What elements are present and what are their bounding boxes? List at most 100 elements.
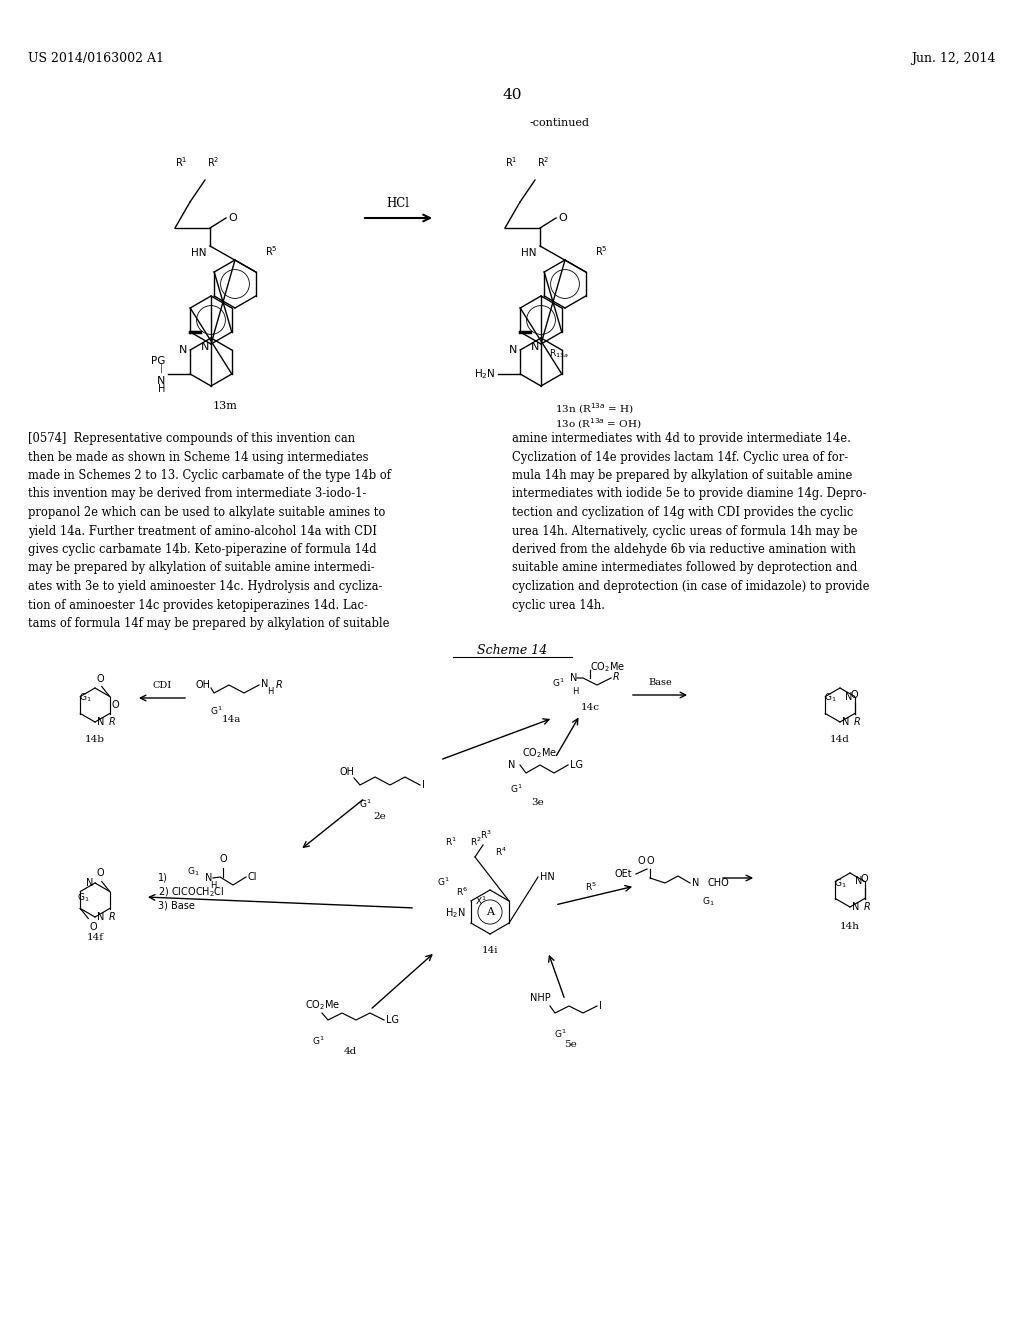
Text: 14i: 14i	[481, 946, 499, 954]
Text: R: R	[854, 717, 861, 727]
Text: N: N	[205, 873, 212, 883]
Text: US 2014/0163002 A1: US 2014/0163002 A1	[28, 51, 164, 65]
Text: -continued: -continued	[530, 117, 590, 128]
Text: O: O	[97, 869, 104, 879]
Text: O: O	[228, 213, 237, 223]
Text: 13m: 13m	[213, 401, 238, 411]
Text: R$^6$: R$^6$	[456, 886, 468, 898]
Text: O: O	[851, 690, 858, 701]
Text: OEt: OEt	[614, 869, 632, 879]
Text: 14b: 14b	[85, 735, 105, 744]
Text: I: I	[422, 780, 425, 789]
Text: R$^3$: R$^3$	[480, 829, 492, 841]
Text: O: O	[637, 855, 645, 866]
Text: HN: HN	[191, 248, 207, 257]
Text: R$^1$: R$^1$	[445, 836, 457, 849]
Text: O: O	[558, 213, 566, 223]
Text: 14c: 14c	[581, 704, 599, 711]
Text: G$^1$: G$^1$	[437, 875, 450, 888]
Text: 14f: 14f	[86, 933, 103, 942]
Text: R: R	[109, 717, 116, 727]
Text: G$^1$: G$^1$	[554, 1028, 566, 1040]
Text: R$^2$: R$^2$	[537, 154, 550, 169]
Text: G$_1$: G$_1$	[702, 895, 715, 908]
Text: CO$_2$Me: CO$_2$Me	[590, 660, 625, 675]
Text: R$^1$: R$^1$	[174, 154, 187, 169]
Text: N: N	[842, 717, 849, 727]
Text: G$^1$: G$^1$	[552, 677, 565, 689]
Text: PG: PG	[151, 356, 165, 366]
Text: H$_2$N: H$_2$N	[445, 906, 466, 920]
Text: [0574]  Representative compounds of this invention can
then be made as shown in : [0574] Representative compounds of this …	[28, 432, 391, 630]
Text: N: N	[692, 878, 699, 888]
Text: A: A	[486, 907, 494, 917]
Text: 14d: 14d	[830, 735, 850, 744]
Text: 4d: 4d	[343, 1047, 356, 1056]
Text: R$_{13a}$: R$_{13a}$	[549, 348, 569, 360]
Text: N: N	[852, 902, 859, 912]
Text: G$^1$: G$^1$	[311, 1035, 325, 1047]
Text: CO$_2$Me: CO$_2$Me	[522, 746, 557, 760]
Text: Scheme 14: Scheme 14	[477, 644, 547, 657]
Text: 2e: 2e	[374, 812, 386, 821]
Text: G$_1$: G$_1$	[824, 690, 837, 704]
Text: LG: LG	[570, 760, 583, 770]
Text: R$^5$: R$^5$	[265, 244, 278, 257]
Text: CDI: CDI	[153, 681, 172, 690]
Text: R$^1$: R$^1$	[505, 154, 517, 169]
Text: N: N	[530, 342, 539, 352]
Text: G$_1$: G$_1$	[187, 866, 200, 878]
Text: O: O	[89, 921, 97, 932]
Text: N: N	[97, 912, 104, 921]
Text: N: N	[508, 760, 515, 770]
Text: I: I	[599, 1001, 602, 1011]
Text: R: R	[613, 672, 620, 682]
Text: H: H	[158, 384, 165, 393]
Text: LG: LG	[386, 1015, 399, 1026]
Text: H: H	[210, 882, 216, 891]
Text: G$^1$: G$^1$	[510, 783, 522, 796]
Text: Jun. 12, 2014: Jun. 12, 2014	[911, 51, 996, 65]
Text: amine intermediates with 4d to provide intermediate 14e.
Cyclization of 14e prov: amine intermediates with 4d to provide i…	[512, 432, 869, 611]
Text: R$^5$: R$^5$	[585, 880, 597, 894]
Text: OH: OH	[340, 767, 355, 777]
Text: NHP: NHP	[530, 993, 551, 1003]
Text: O: O	[646, 855, 653, 866]
Text: OH: OH	[196, 680, 211, 690]
Text: X$^1$: X$^1$	[475, 895, 487, 907]
Text: 40: 40	[502, 88, 522, 102]
Text: N: N	[855, 876, 863, 887]
Text: 3e: 3e	[531, 799, 545, 807]
Text: G$_1$: G$_1$	[80, 690, 92, 704]
Text: O: O	[112, 701, 120, 710]
Text: R$^5$: R$^5$	[595, 244, 607, 257]
Text: 3) Base: 3) Base	[158, 900, 195, 909]
Text: H$_2$N: H$_2$N	[474, 367, 496, 381]
Text: $\overset{|}{\rm N}$: $\overset{|}{\rm N}$	[156, 364, 165, 388]
Text: N: N	[201, 342, 209, 352]
Text: N: N	[570, 673, 578, 682]
Text: Cl: Cl	[248, 873, 257, 882]
Text: O: O	[97, 673, 104, 684]
Text: CHO: CHO	[708, 878, 730, 888]
Text: G$_1$: G$_1$	[78, 891, 90, 903]
Text: R$^2$: R$^2$	[470, 836, 481, 849]
Text: G$_1$: G$_1$	[835, 878, 847, 891]
Text: HCl: HCl	[386, 197, 410, 210]
Text: CO$_2$Me: CO$_2$Me	[305, 998, 340, 1012]
Text: 14a: 14a	[221, 715, 241, 723]
Text: G$^1$: G$^1$	[210, 705, 222, 717]
Text: N: N	[86, 878, 93, 888]
Text: 5e: 5e	[563, 1040, 577, 1049]
Text: R: R	[276, 680, 283, 690]
Text: HN: HN	[521, 248, 537, 257]
Text: 14h: 14h	[840, 921, 860, 931]
Text: R: R	[109, 912, 116, 921]
Text: Base: Base	[648, 678, 672, 686]
Text: O: O	[219, 854, 226, 865]
Text: N: N	[846, 692, 853, 701]
Text: 1): 1)	[158, 873, 168, 882]
Text: H: H	[267, 686, 273, 696]
Text: H: H	[571, 686, 579, 696]
Text: R$^4$: R$^4$	[495, 846, 507, 858]
